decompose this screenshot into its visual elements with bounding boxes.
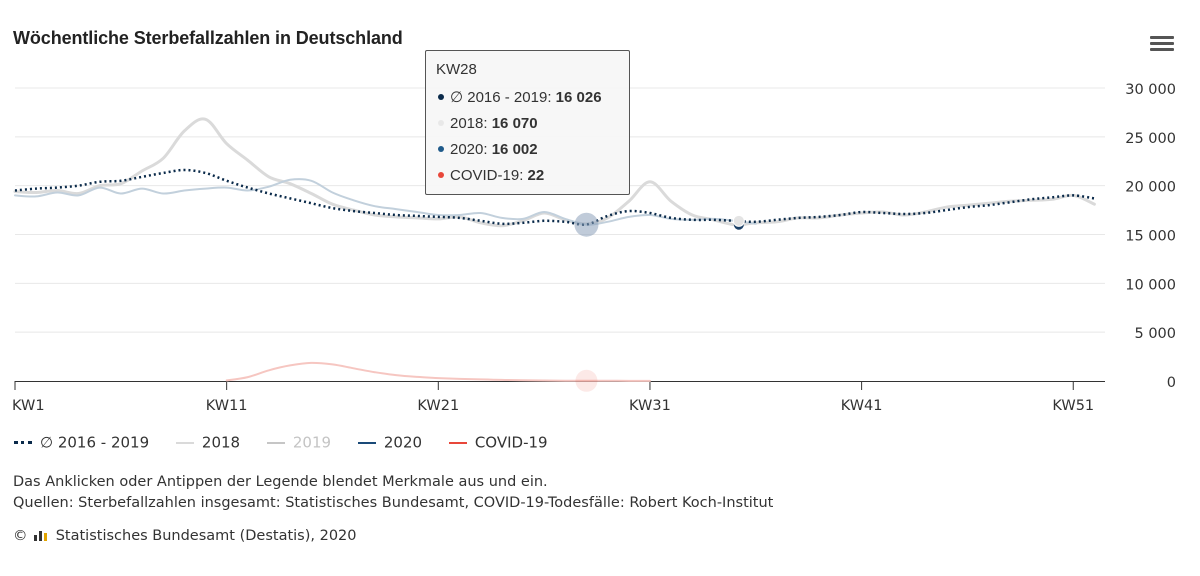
legend-label: ∅ 2016 - 2019 bbox=[40, 433, 150, 452]
legend-line-icon bbox=[266, 441, 285, 444]
chart-notes: Das Anklicken oder Antippen der Legende … bbox=[13, 472, 773, 514]
tooltip-header: KW28 bbox=[436, 61, 477, 78]
series-average-line bbox=[14, 168, 1095, 226]
series-dot-icon bbox=[438, 172, 444, 179]
tooltip-value: 16 026 bbox=[555, 89, 602, 106]
source-note: Quellen: Sterbefallzahlen insgesamt: Sta… bbox=[13, 495, 774, 511]
tooltip-row-covid: COVID-19: 22 bbox=[436, 163, 629, 189]
series-dot-icon bbox=[438, 94, 444, 101]
covid-hover-halo bbox=[575, 369, 598, 392]
series-dot-icon bbox=[438, 120, 444, 127]
tooltip: KW28 ∅ 2016 - 2019: 16 026 2018: 16 070 … bbox=[425, 50, 630, 195]
y-tick-label: 10 000 bbox=[1125, 277, 1176, 293]
y-tick-label: 0 bbox=[1167, 375, 1176, 391]
legend-item-covid[interactable]: COVID-19 bbox=[448, 433, 548, 452]
y-tick-label: 30 000 bbox=[1125, 82, 1176, 98]
x-tick-label: KW41 bbox=[841, 398, 883, 414]
series-2018-marker bbox=[732, 214, 745, 227]
legend: ∅ 2016 - 2019 2018 2019 2020 COVID-19 bbox=[14, 433, 570, 455]
credits: © Statistisches Bundesamt (Destatis), 20… bbox=[13, 527, 357, 544]
series-dot-icon bbox=[438, 146, 444, 153]
tooltip-value: 16 070 bbox=[491, 115, 538, 132]
tooltip-value: 22 bbox=[527, 167, 545, 184]
tooltip-label: 2020 bbox=[450, 141, 484, 158]
x-tick-label: KW51 bbox=[1052, 398, 1094, 414]
tooltip-row-average: ∅ 2016 - 2019: 16 026 bbox=[436, 85, 629, 111]
x-tick-label: KW21 bbox=[417, 398, 459, 414]
hover-marker-halo bbox=[574, 212, 599, 237]
tooltip-label: COVID-19 bbox=[450, 167, 520, 184]
legend-line-icon bbox=[357, 441, 376, 444]
legend-hint: Das Anklicken oder Antippen der Legende … bbox=[13, 474, 548, 490]
tooltip-row-2020: 2020: 16 002 bbox=[436, 137, 629, 163]
tooltip-value: 16 002 bbox=[491, 141, 538, 158]
series-covid-line bbox=[225, 361, 651, 382]
legend-item-average[interactable]: ∅ 2016 - 2019 bbox=[14, 433, 149, 452]
x-tick-label: KW31 bbox=[629, 398, 671, 414]
legend-line-icon bbox=[14, 441, 32, 445]
legend-label: 2018 bbox=[201, 433, 241, 452]
legend-label: COVID-19 bbox=[474, 433, 548, 452]
tooltip-label: ∅ 2016 - 2019 bbox=[450, 89, 548, 106]
tooltip-label: 2018 bbox=[450, 115, 484, 132]
hamburger-menu-icon[interactable] bbox=[1150, 36, 1174, 56]
legend-line-icon bbox=[448, 441, 467, 444]
x-tick-label: KW1 bbox=[12, 398, 45, 414]
y-tick-label: 15 000 bbox=[1125, 229, 1176, 245]
legend-item-2018[interactable]: 2018 bbox=[175, 433, 241, 452]
credits-text: Statistisches Bundesamt (Destatis), 2020 bbox=[55, 528, 357, 544]
y-tick-label: 5 000 bbox=[1134, 326, 1176, 342]
legend-item-2020[interactable]: 2020 bbox=[357, 433, 423, 452]
legend-label: 2019 bbox=[292, 433, 332, 452]
destatis-logo-icon bbox=[33, 527, 49, 541]
chart-title: Wöchentliche Sterbefallzahlen in Deutsch… bbox=[13, 28, 403, 48]
legend-line-icon bbox=[175, 441, 194, 444]
copyright-symbol: © bbox=[13, 528, 28, 544]
tooltip-row-2018: 2018: 16 070 bbox=[436, 111, 629, 137]
y-tick-label: 25 000 bbox=[1125, 131, 1176, 147]
legend-label: 2020 bbox=[383, 433, 423, 452]
legend-item-2019[interactable]: 2019 bbox=[266, 433, 332, 452]
x-tick-label: KW11 bbox=[206, 398, 248, 414]
y-tick-label: 20 000 bbox=[1125, 180, 1176, 196]
series-2020-line bbox=[14, 178, 757, 226]
